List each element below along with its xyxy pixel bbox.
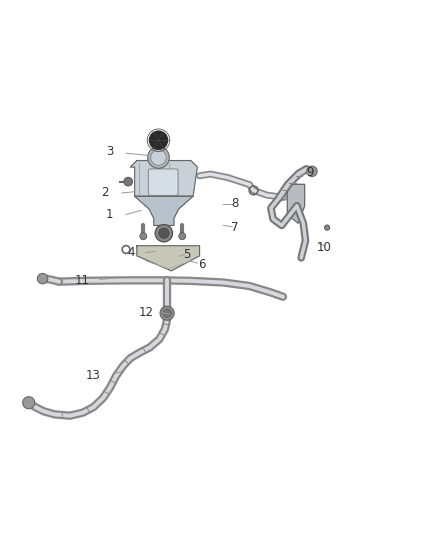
Text: 13: 13 [85, 369, 100, 382]
Polygon shape [137, 246, 200, 271]
Circle shape [151, 150, 166, 165]
Text: 10: 10 [317, 240, 332, 254]
Circle shape [307, 166, 317, 176]
Circle shape [163, 309, 171, 318]
Circle shape [179, 233, 186, 240]
Text: 11: 11 [74, 274, 89, 287]
Text: 4: 4 [127, 246, 134, 259]
Circle shape [149, 131, 168, 149]
Text: 2: 2 [101, 187, 109, 199]
Circle shape [148, 147, 170, 168]
FancyBboxPatch shape [148, 169, 178, 196]
Text: 9: 9 [307, 166, 314, 179]
Text: 5: 5 [184, 248, 191, 261]
Circle shape [124, 177, 133, 186]
Text: 12: 12 [138, 306, 153, 319]
Text: 6: 6 [198, 258, 205, 271]
Circle shape [160, 306, 174, 320]
Circle shape [325, 225, 330, 230]
Polygon shape [131, 160, 198, 196]
Text: 7: 7 [231, 221, 238, 234]
Polygon shape [134, 196, 193, 225]
Circle shape [23, 397, 35, 409]
Text: 8: 8 [231, 197, 238, 211]
Circle shape [140, 233, 147, 240]
Text: 3: 3 [106, 146, 113, 158]
Polygon shape [287, 184, 304, 223]
Circle shape [37, 273, 48, 284]
Circle shape [159, 228, 169, 238]
Text: 1: 1 [106, 208, 113, 221]
Circle shape [155, 224, 173, 242]
